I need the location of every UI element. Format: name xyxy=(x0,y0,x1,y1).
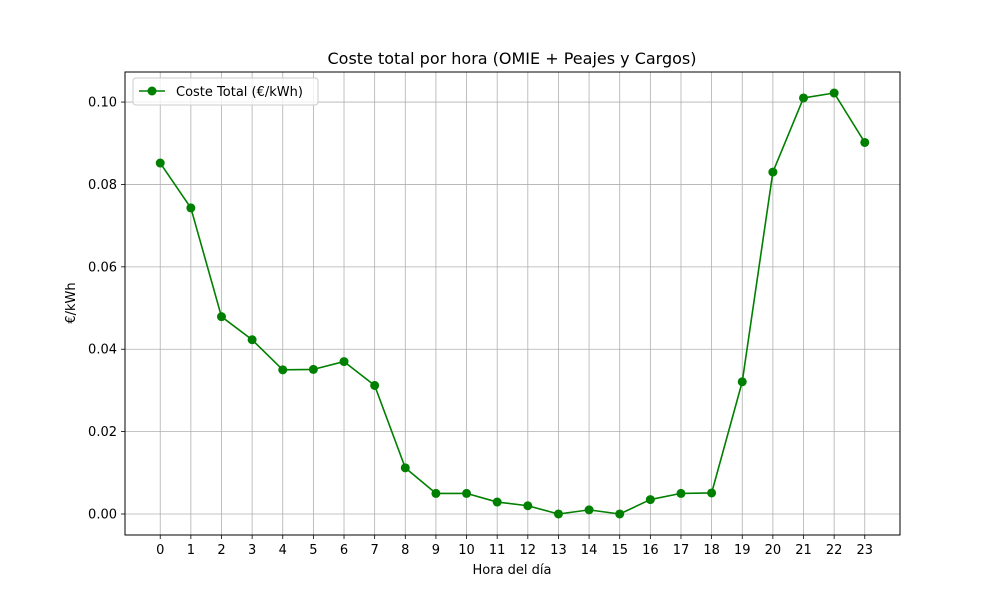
x-tick-label: 3 xyxy=(248,543,256,558)
x-tick-label: 17 xyxy=(673,543,690,558)
x-tick-label: 23 xyxy=(856,543,873,558)
x-axis-ticks: 0 1 2 3 4 5 6 7 8 9 10 11 12 13 14 15 16 17 18 19 20 21 22 23 xyxy=(156,535,873,558)
data-point xyxy=(308,364,318,374)
legend: Coste Total (€/kWh) xyxy=(132,77,319,106)
x-tick-label: 1 xyxy=(187,543,195,558)
x-tick-label: 8 xyxy=(401,543,409,558)
series-layer xyxy=(155,88,870,519)
data-point xyxy=(707,488,717,498)
x-tick-label: 18 xyxy=(703,543,720,558)
x-tick-label: 4 xyxy=(279,543,287,558)
x-tick-label: 7 xyxy=(371,543,379,558)
data-point xyxy=(645,495,655,505)
y-tick-label: 0.00 xyxy=(88,507,117,522)
y-tick-label: 0.08 xyxy=(88,178,117,193)
data-point xyxy=(615,509,625,519)
x-tick-label: 6 xyxy=(340,543,348,558)
x-tick-label: 15 xyxy=(611,543,628,558)
legend-marker-swatch xyxy=(147,86,157,96)
data-point xyxy=(860,137,870,147)
x-tick-label: 10 xyxy=(458,543,475,558)
series-line xyxy=(159,92,866,515)
data-point xyxy=(155,158,165,168)
x-tick-label: 16 xyxy=(642,543,659,558)
x-tick-label: 0 xyxy=(156,543,164,558)
data-point xyxy=(370,380,380,390)
data-point xyxy=(247,335,257,345)
y-tick-label: 0.04 xyxy=(88,343,117,358)
data-point xyxy=(829,88,839,98)
x-axis-label: Hora del día xyxy=(473,563,552,578)
x-tick-label: 20 xyxy=(765,543,782,558)
data-point xyxy=(462,488,472,498)
data-point xyxy=(431,488,441,498)
data-point xyxy=(553,509,563,519)
y-tick-label: 0.06 xyxy=(88,260,117,275)
data-point xyxy=(523,501,533,511)
data-point xyxy=(216,312,226,322)
y-tick-label: 0.02 xyxy=(88,425,117,440)
y-axis-label: €/kWh xyxy=(64,282,79,323)
legend-label: Coste Total (€/kWh) xyxy=(176,85,303,100)
x-tick-label: 22 xyxy=(826,543,843,558)
x-tick-label: 13 xyxy=(550,543,567,558)
x-tick-label: 14 xyxy=(581,543,598,558)
y-axis-ticks: 0.00 0.02 0.04 0.06 0.08 0.10 xyxy=(88,96,125,522)
x-tick-label: 9 xyxy=(432,543,440,558)
data-point xyxy=(186,203,196,213)
legend-box xyxy=(132,77,319,106)
x-tick-label: 12 xyxy=(520,543,537,558)
plot-frame xyxy=(124,71,901,536)
data-point xyxy=(339,357,349,367)
y-tick-label: 0.10 xyxy=(88,96,117,111)
x-tick-label: 19 xyxy=(734,543,751,558)
grid xyxy=(125,72,900,535)
x-tick-label: 5 xyxy=(309,543,317,558)
x-tick-label: 2 xyxy=(217,543,225,558)
data-point xyxy=(492,497,502,507)
data-point xyxy=(584,505,594,515)
data-point xyxy=(278,365,288,375)
x-tick-label: 21 xyxy=(795,543,812,558)
data-point xyxy=(400,463,410,473)
data-point xyxy=(737,377,747,387)
chart-title: Coste total por hora (OMIE + Peajes y Ca… xyxy=(327,49,696,68)
x-tick-label: 11 xyxy=(489,543,506,558)
data-point xyxy=(768,167,778,177)
data-point xyxy=(799,93,809,103)
data-point xyxy=(676,488,686,498)
